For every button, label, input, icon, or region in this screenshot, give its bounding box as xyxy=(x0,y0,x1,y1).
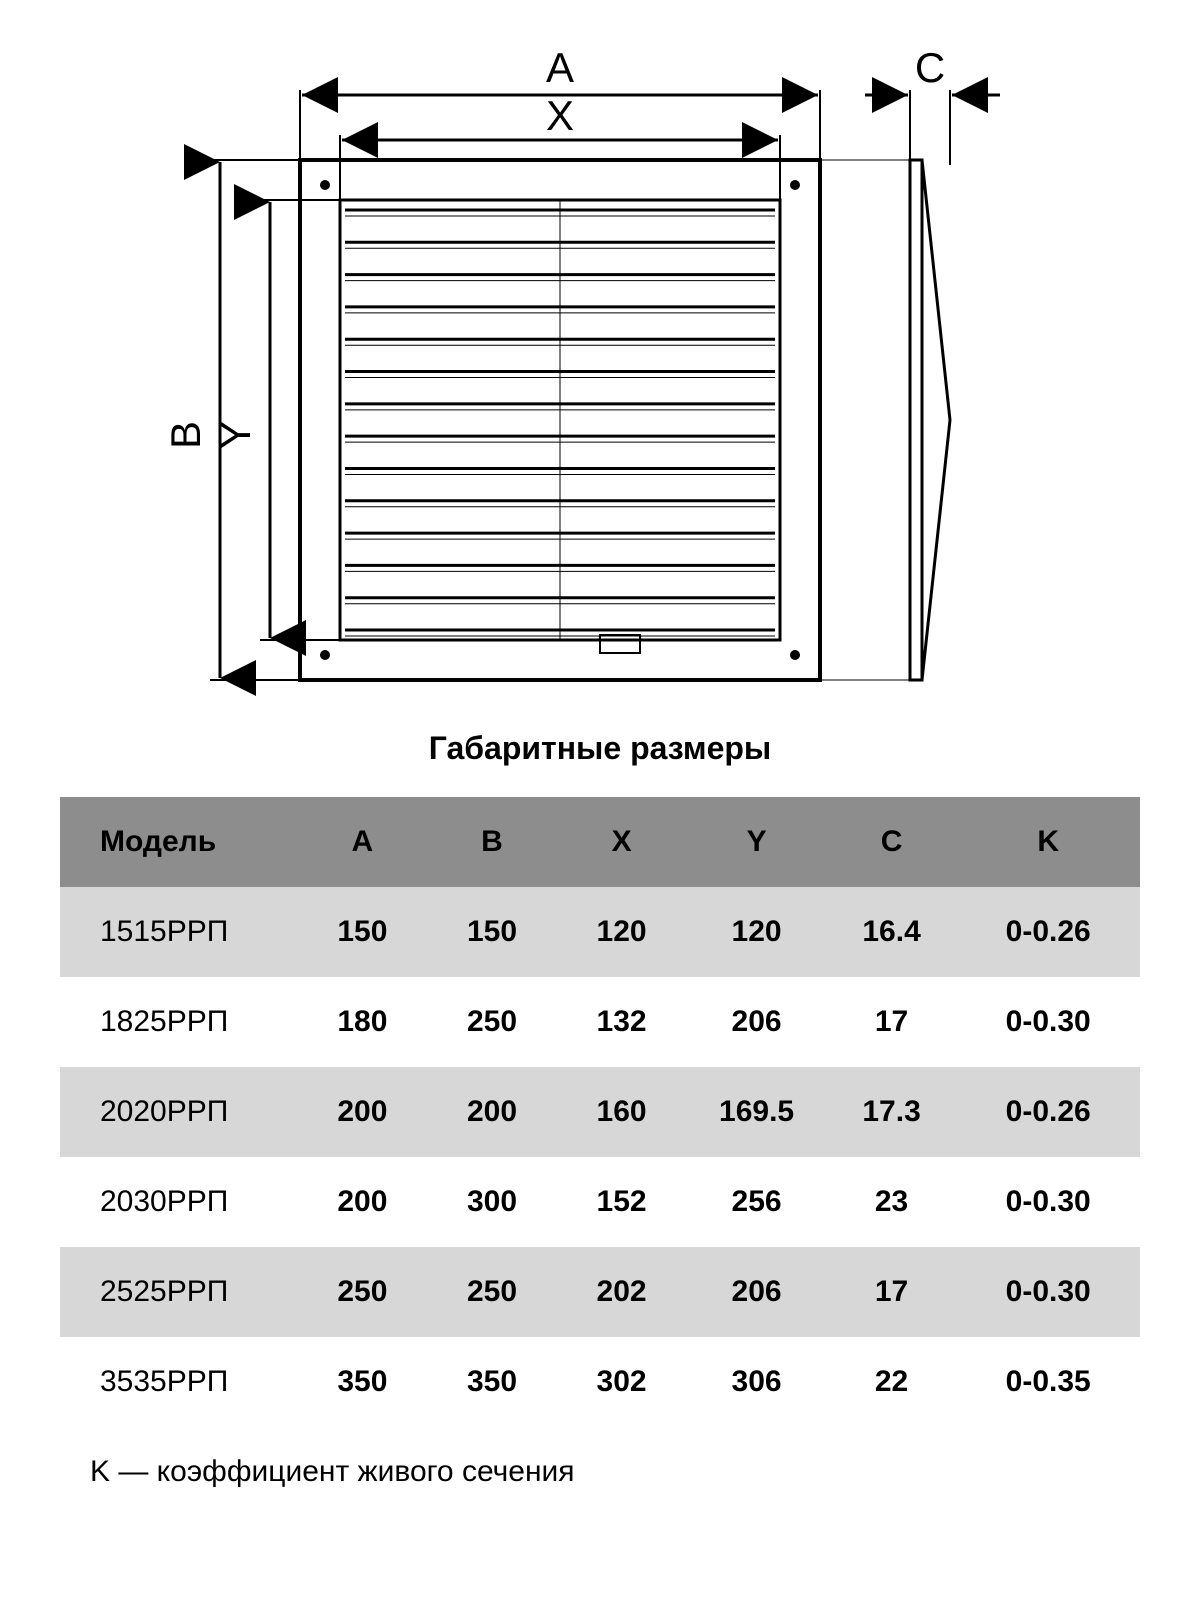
value-cell: 302 xyxy=(557,1337,687,1427)
value-cell: 250 xyxy=(427,1247,557,1337)
model-cell: 2525РРП xyxy=(60,1247,298,1337)
value-cell: 17 xyxy=(827,977,957,1067)
value-cell: 0-0.30 xyxy=(956,1247,1140,1337)
value-cell: 206 xyxy=(686,977,826,1067)
table-header-cell: Y xyxy=(686,797,826,887)
table-header-cell: X xyxy=(557,797,687,887)
value-cell: 23 xyxy=(827,1157,957,1247)
value-cell: 0-0.30 xyxy=(956,977,1140,1067)
value-cell: 0-0.35 xyxy=(956,1337,1140,1427)
table-header-cell: B xyxy=(427,797,557,887)
value-cell: 350 xyxy=(427,1337,557,1427)
table-row: 1515РРП15015012012016.40-0.26 xyxy=(60,887,1140,977)
table-header-cell: A xyxy=(298,797,428,887)
table-row: 2525РРП250250202206170-0.30 xyxy=(60,1247,1140,1337)
value-cell: 202 xyxy=(557,1247,687,1337)
value-cell: 350 xyxy=(298,1337,428,1427)
value-cell: 16.4 xyxy=(827,887,957,977)
value-cell: 300 xyxy=(427,1157,557,1247)
table-header-cell: C xyxy=(827,797,957,887)
table-row: 3535РРП350350302306220-0.35 xyxy=(60,1337,1140,1427)
model-cell: 1515РРП xyxy=(60,887,298,977)
value-cell: 17 xyxy=(827,1247,957,1337)
value-cell: 132 xyxy=(557,977,687,1067)
value-cell: 150 xyxy=(427,887,557,977)
model-cell: 1825РРП xyxy=(60,977,298,1067)
dim-label-A: A xyxy=(546,44,574,91)
dimensions-diagram: A X B Y C xyxy=(60,40,1140,720)
table-header-row: МодельABXYCK xyxy=(60,797,1140,887)
specs-table: МодельABXYCK 1515РРП15015012012016.40-0.… xyxy=(60,797,1140,1427)
table-header-cell: K xyxy=(956,797,1140,887)
value-cell: 250 xyxy=(427,977,557,1067)
model-cell: 2030РРП xyxy=(60,1157,298,1247)
table-row: 2030РРП200300152256230-0.30 xyxy=(60,1157,1140,1247)
table-header-cell: Модель xyxy=(60,797,298,887)
footnote: K — коэффициент живого сечения xyxy=(60,1455,1140,1489)
value-cell: 0-0.26 xyxy=(956,887,1140,977)
model-cell: 2020РРП xyxy=(60,1067,298,1157)
dim-label-C: C xyxy=(915,44,945,91)
value-cell: 200 xyxy=(298,1157,428,1247)
value-cell: 160 xyxy=(557,1067,687,1157)
table-body: 1515РРП15015012012016.40-0.261825РРП1802… xyxy=(60,887,1140,1427)
dim-label-B: B xyxy=(162,421,209,449)
value-cell: 169.5 xyxy=(686,1067,826,1157)
value-cell: 180 xyxy=(298,977,428,1067)
value-cell: 0-0.26 xyxy=(956,1067,1140,1157)
value-cell: 0-0.30 xyxy=(956,1157,1140,1247)
table-row: 1825РРП180250132206170-0.30 xyxy=(60,977,1140,1067)
value-cell: 256 xyxy=(686,1157,826,1247)
value-cell: 152 xyxy=(557,1157,687,1247)
value-cell: 120 xyxy=(557,887,687,977)
dim-label-X: X xyxy=(546,92,574,139)
model-cell: 3535РРП xyxy=(60,1337,298,1427)
value-cell: 306 xyxy=(686,1337,826,1427)
table-row: 2020РРП200200160169.517.30-0.26 xyxy=(60,1067,1140,1157)
value-cell: 200 xyxy=(427,1067,557,1157)
value-cell: 250 xyxy=(298,1247,428,1337)
diagram-svg: A X B Y C xyxy=(120,40,1080,720)
diagram-caption: Габаритные размеры xyxy=(60,730,1140,767)
value-cell: 22 xyxy=(827,1337,957,1427)
value-cell: 150 xyxy=(298,887,428,977)
value-cell: 200 xyxy=(298,1067,428,1157)
dim-label-Y: Y xyxy=(212,421,259,449)
value-cell: 17.3 xyxy=(827,1067,957,1157)
value-cell: 206 xyxy=(686,1247,826,1337)
value-cell: 120 xyxy=(686,887,826,977)
